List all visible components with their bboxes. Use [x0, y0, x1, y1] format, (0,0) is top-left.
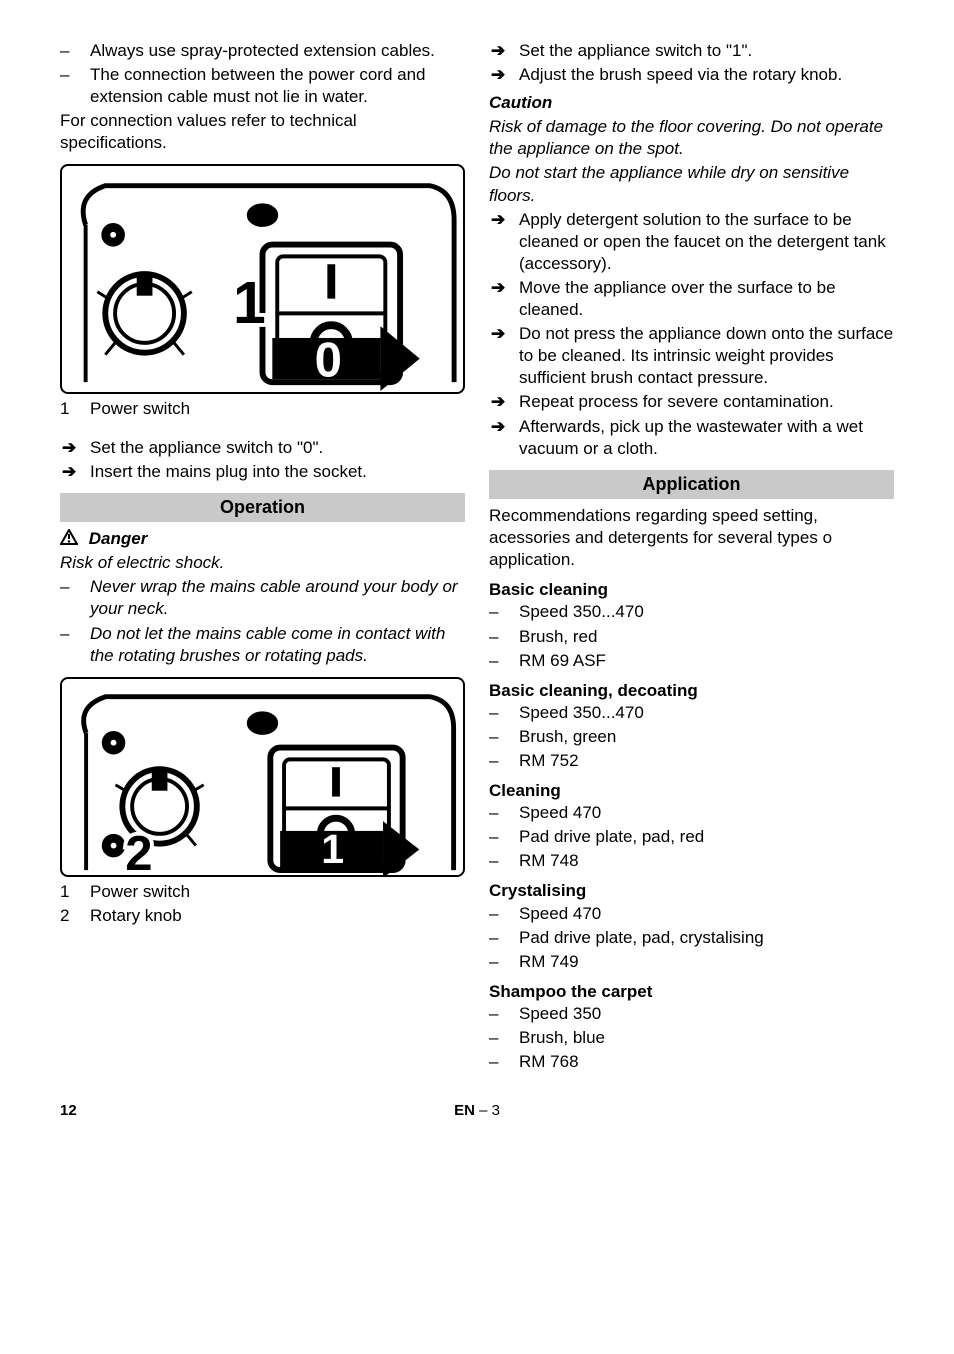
right-column: Set the appliance switch to "1". Adjust … — [489, 40, 894, 1075]
caption-item: 1Power switch — [90, 398, 465, 420]
list-item: Speed 470 — [519, 802, 894, 824]
caution-para-1: Risk of damage to the floor covering. Do… — [489, 116, 894, 160]
list-item: Set the appliance switch to "0". — [90, 437, 465, 459]
list-item: Do not press the appliance down onto the… — [519, 323, 894, 389]
group-title: Shampoo the carpet — [489, 981, 894, 1003]
figure1-caption: 1 Power switch — [60, 398, 465, 420]
caption-item: 1Power switch — [90, 881, 465, 903]
list-item: Afterwards, pick up the wastewater with … — [519, 416, 894, 460]
caution-heading: Caution — [489, 92, 894, 114]
fig2-num-1: 1 — [321, 826, 344, 872]
list-item: RM 752 — [519, 750, 894, 772]
list-item: Adjust the brush speed via the rotary kn… — [519, 64, 894, 86]
footer-lang: EN — [454, 1102, 475, 1119]
list-item: Brush, blue — [519, 1027, 894, 1049]
danger-list: Never wrap the mains cable around your b… — [60, 576, 465, 666]
list-item: The connection between the power cord an… — [90, 64, 465, 108]
set-zero-list: Set the appliance switch to "0". Insert … — [60, 437, 465, 483]
list-item: Insert the mains plug into the socket. — [90, 461, 465, 483]
figure2-caption: 1Power switch 2Rotary knob — [60, 881, 465, 927]
list-item: RM 748 — [519, 850, 894, 872]
group-title: Basic cleaning — [489, 579, 894, 601]
page-number: 12 — [60, 1101, 77, 1121]
fig2-num-2: 2 — [125, 827, 152, 875]
list-item: Speed 350...470 — [519, 702, 894, 724]
list-item: Speed 350 — [519, 1003, 894, 1025]
list-item: Set the appliance switch to "1". — [519, 40, 894, 62]
caption-item: 2Rotary knob — [90, 905, 465, 927]
group-list: Speed 350...470 Brush, red RM 69 ASF — [489, 601, 894, 671]
list-item: Apply detergent solution to the surface … — [519, 209, 894, 275]
group-list: Speed 470 Pad drive plate, pad, crystali… — [489, 903, 894, 973]
svg-text:1: 1 — [233, 272, 266, 337]
group-title: Basic cleaning, decoating — [489, 680, 894, 702]
group-list: Speed 350...470 Brush, green RM 752 — [489, 702, 894, 772]
list-item: Speed 470 — [519, 903, 894, 925]
list-item: Brush, green — [519, 726, 894, 748]
list-item: Do not let the mains cable come in conta… — [90, 623, 465, 667]
intro-paragraph: For connection values refer to technical… — [60, 110, 465, 154]
danger-paragraph: Risk of electric shock. — [60, 552, 465, 574]
danger-heading: Danger — [60, 528, 465, 550]
page-footer: 12 EN – 3 — [60, 1101, 894, 1121]
list-item: Brush, red — [519, 626, 894, 648]
list-item: Never wrap the mains cable around your b… — [90, 576, 465, 620]
list-item: RM 768 — [519, 1051, 894, 1073]
group-list: Speed 350 Brush, blue RM 768 — [489, 1003, 894, 1073]
caption-num: 1 — [60, 398, 69, 420]
group-list: Speed 470 Pad drive plate, pad, red RM 7… — [489, 802, 894, 872]
list-item: Move the appliance over the surface to b… — [519, 277, 894, 321]
list-item: Pad drive plate, pad, red — [519, 826, 894, 848]
list-item: Repeat process for severe contamination. — [519, 391, 894, 413]
list-item: Speed 350...470 — [519, 601, 894, 623]
set-one-list: Set the appliance switch to "1". Adjust … — [489, 40, 894, 86]
footer-sub: – 3 — [479, 1102, 500, 1119]
list-item: Always use spray-protected extension cab… — [90, 40, 465, 62]
figure-power-switch-zero: 1 1 0 — [60, 164, 465, 394]
left-column: Always use spray-protected extension cab… — [60, 40, 465, 1075]
caption-text: Rotary knob — [90, 906, 182, 925]
list-item: RM 749 — [519, 951, 894, 973]
application-heading: Application — [489, 470, 894, 499]
group-title: Crystalising — [489, 880, 894, 902]
intro-list: Always use spray-protected extension cab… — [60, 40, 465, 108]
warning-icon — [60, 529, 83, 548]
caption-num: 1 — [60, 881, 69, 903]
caption-text: Power switch — [90, 399, 190, 418]
danger-label: Danger — [89, 529, 148, 548]
operation-steps: Apply detergent solution to the surface … — [489, 209, 894, 460]
figure-power-switch-one: 2 2 1 — [60, 677, 465, 877]
operation-heading: Operation — [60, 493, 465, 522]
list-item: Pad drive plate, pad, crystalising — [519, 927, 894, 949]
group-title: Cleaning — [489, 780, 894, 802]
caution-para-2: Do not start the appliance while dry on … — [489, 162, 894, 206]
caption-num: 2 — [60, 905, 69, 927]
fig1-zero: 0 — [315, 334, 342, 388]
application-paragraph: Recommendations regarding speed setting,… — [489, 505, 894, 571]
caption-text: Power switch — [90, 882, 190, 901]
list-item: RM 69 ASF — [519, 650, 894, 672]
